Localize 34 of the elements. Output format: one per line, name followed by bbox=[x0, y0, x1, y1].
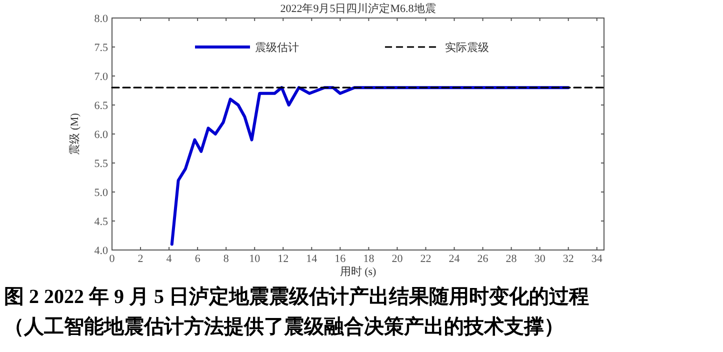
y-axis-title: 震级 (M) bbox=[69, 112, 81, 155]
x-tick-label: 22 bbox=[420, 253, 432, 265]
y-tick-label: 7.0 bbox=[94, 71, 108, 83]
x-tick-label: 4 bbox=[166, 253, 172, 265]
x-tick-label: 32 bbox=[562, 253, 574, 265]
caption: 图 2 2022 年 9 月 5 日泸定地震震级估计产出结果随用时变化的过程 bbox=[4, 285, 589, 308]
x-tick-label: 30 bbox=[534, 253, 546, 265]
y-tick-label: 5.5 bbox=[94, 158, 108, 170]
x-tick-label: 10 bbox=[249, 253, 261, 265]
x-tick-label: 28 bbox=[506, 253, 518, 265]
y-tick-label: 4.0 bbox=[94, 245, 108, 257]
y-tick-label: 6.5 bbox=[94, 100, 108, 112]
y-tick-label: 6.0 bbox=[94, 129, 108, 141]
x-tick-label: 8 bbox=[223, 253, 230, 265]
y-tick-label: 5.0 bbox=[94, 187, 108, 199]
x-tick-label: 20 bbox=[392, 253, 404, 265]
chart-title: 2022年9月5日四川泸定M6.8地震 bbox=[280, 2, 436, 15]
x-tick-label: 18 bbox=[363, 253, 375, 265]
x-tick-label: 2 bbox=[138, 253, 144, 265]
x-tick-label: 16 bbox=[334, 253, 346, 265]
x-tick-label: 12 bbox=[278, 253, 289, 265]
text: （人工智能地震估计方法提供了震级融合决策产出的技术支撑） bbox=[4, 315, 564, 338]
x-tick-label: 24 bbox=[448, 253, 460, 265]
legend-label: 震级估计 bbox=[255, 41, 299, 54]
x-tick-label: 6 bbox=[194, 253, 201, 265]
y-tick-label: 7.5 bbox=[94, 42, 108, 54]
legend-label: 实际震级 bbox=[445, 41, 489, 54]
y-tick-label: 4.5 bbox=[94, 216, 108, 228]
x-tick-label: 14 bbox=[306, 253, 318, 265]
x-tick-label: 26 bbox=[477, 253, 489, 265]
x-axis-title: 用时 (s) bbox=[340, 265, 377, 278]
x-tick-label: 34 bbox=[591, 253, 603, 265]
x-tick-label: 0 bbox=[109, 253, 116, 265]
y-tick-label: 8.0 bbox=[94, 13, 108, 25]
